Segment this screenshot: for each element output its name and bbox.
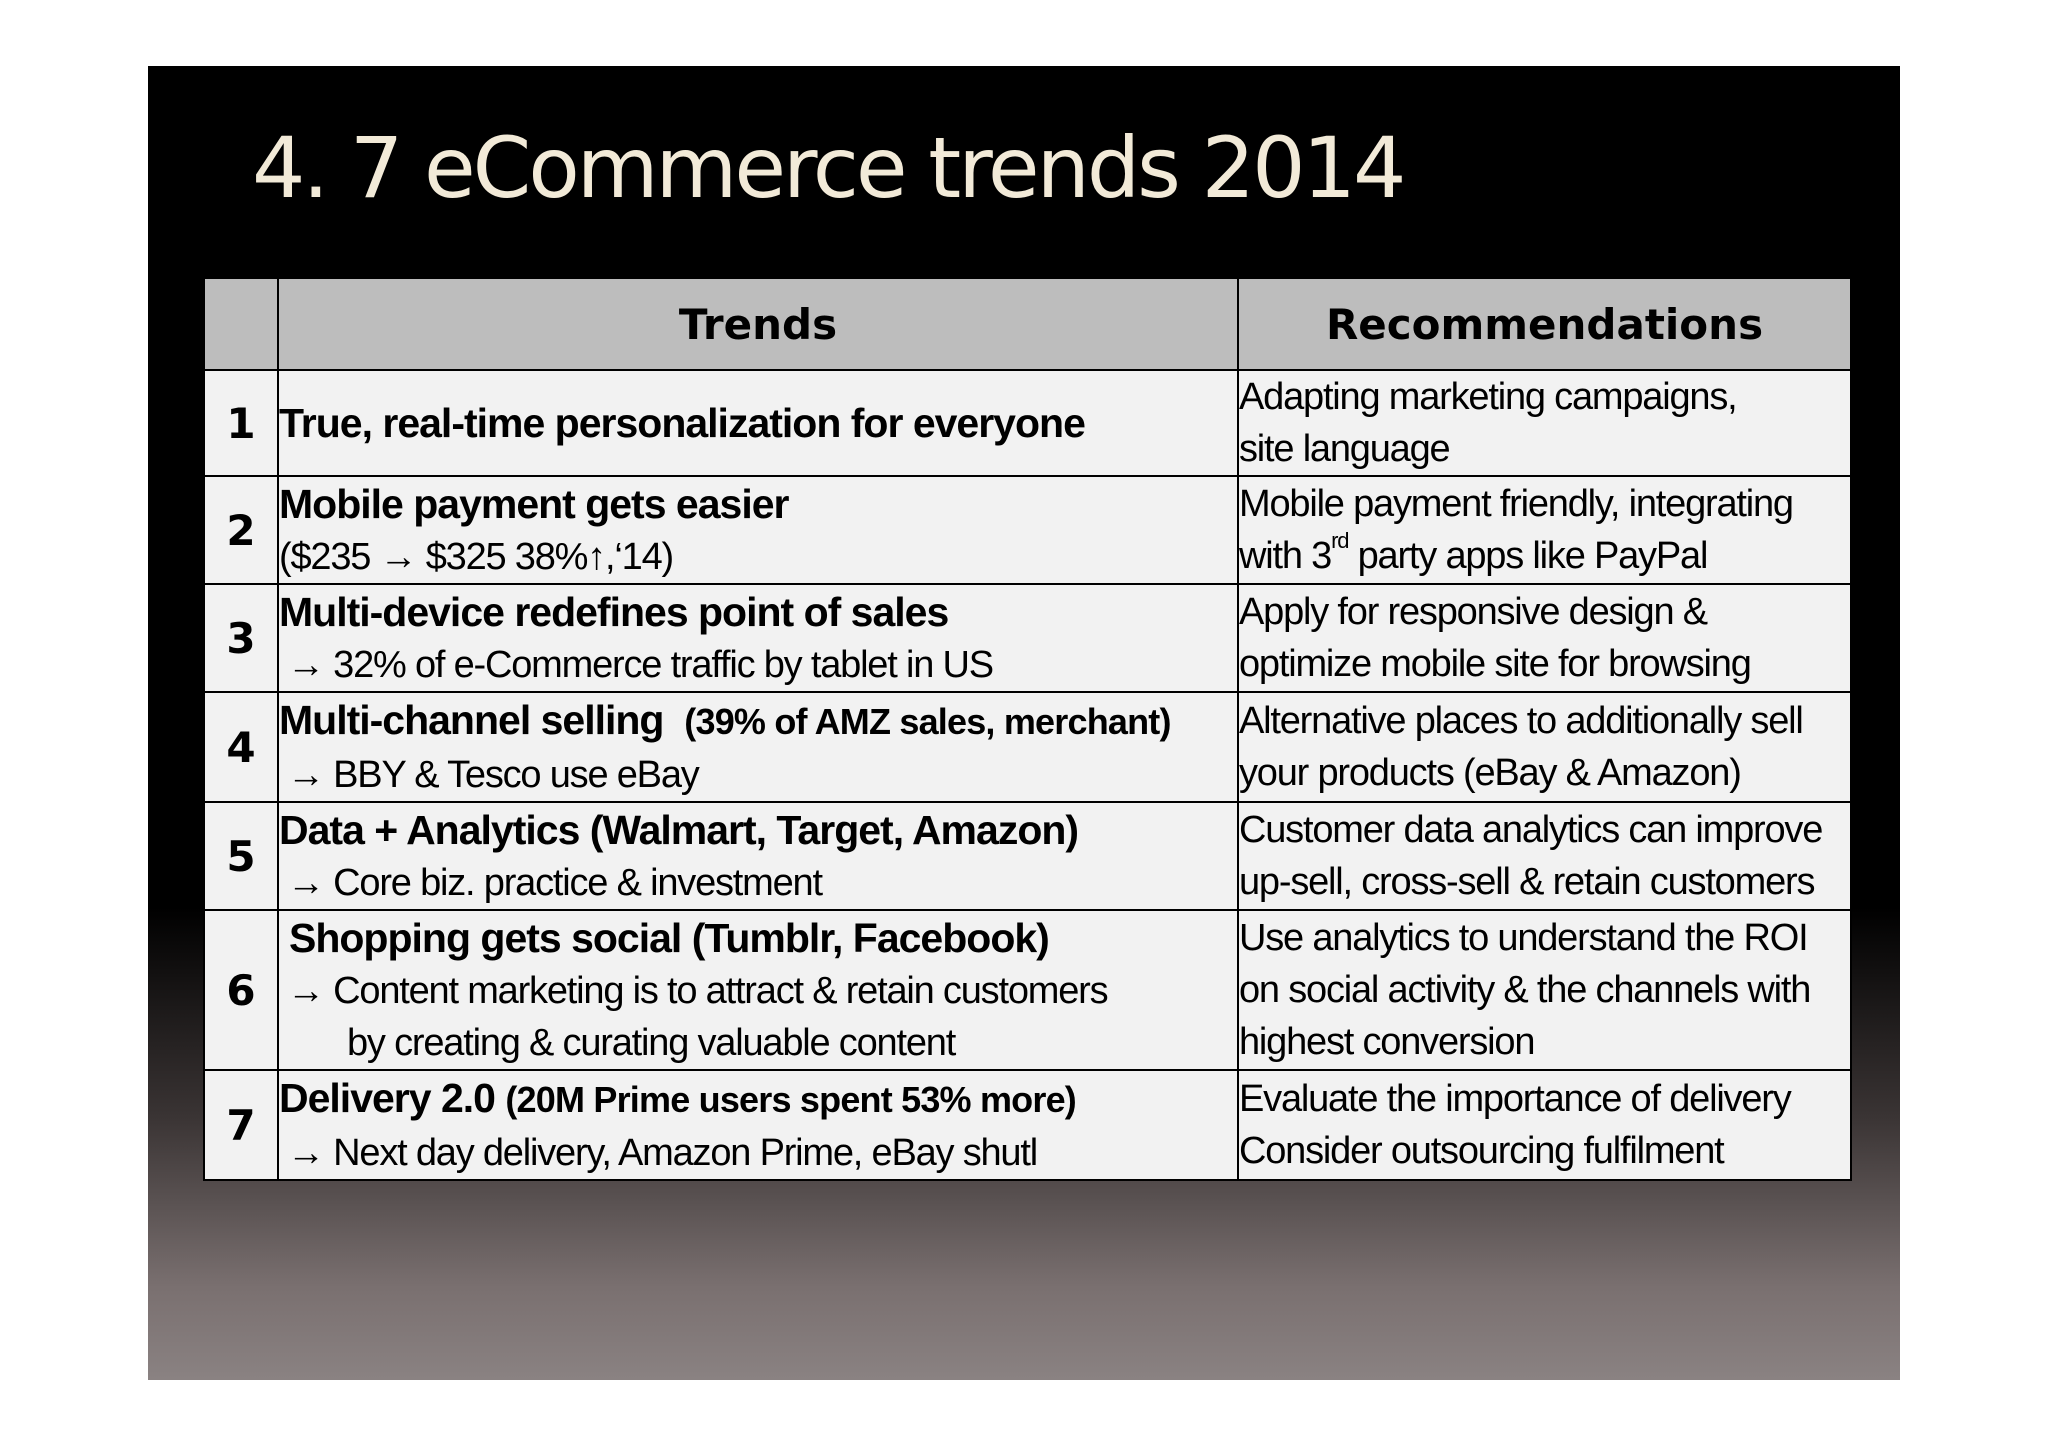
- table-row: 4 Multi-channel selling (39% of AMZ sale…: [203, 691, 1852, 803]
- trend-title-line: Multi-channel selling (39% of AMZ sales,…: [279, 694, 1236, 749]
- table-row: 1 True, real-time personalization for ev…: [203, 369, 1852, 477]
- table-row: 2 Mobile payment gets easier ($235 → $32…: [203, 475, 1852, 585]
- trend-title-line: Delivery 2.0 (20M Prime users spent 53% …: [279, 1072, 1236, 1127]
- row-number: 3: [203, 583, 279, 693]
- trend-title: Delivery 2.0: [279, 1075, 496, 1121]
- recommendation-cell: Customer data analytics can improve up-s…: [1237, 801, 1852, 911]
- recommendation-line: Alternative places to additionally sell: [1239, 700, 1804, 742]
- row-number: 7: [203, 1069, 279, 1181]
- table-row: 5 Data + Analytics (Walmart, Target, Ama…: [203, 801, 1852, 911]
- recommendation-line: Customer data analytics can improve: [1239, 809, 1823, 851]
- trend-cell: Multi-channel selling (39% of AMZ sales,…: [277, 691, 1239, 803]
- trend-detail: → Core biz. practice & investment: [287, 862, 823, 904]
- trend-title: Mobile payment gets easier: [279, 481, 789, 527]
- recommendation-cell: Apply for responsive design & optimize m…: [1237, 583, 1852, 693]
- trend-cell: Mobile payment gets easier ($235 → $325 …: [277, 475, 1239, 585]
- row-number: 1: [203, 369, 279, 477]
- row-number: 2: [203, 475, 279, 585]
- trend-note: (20M Prime users spent 53% more): [505, 1079, 1076, 1120]
- slide-title: 4. 7 eCommerce trends 2014: [252, 119, 1406, 217]
- recommendation-line: Adapting marketing campaigns,: [1239, 376, 1738, 418]
- trend-detail-continued: by creating & curating valuable content: [347, 1022, 956, 1064]
- trends-table: Trends Recommendations 1 True, real-time…: [203, 277, 1852, 1181]
- table-row: 7 Delivery 2.0 (20M Prime users spent 53…: [203, 1069, 1852, 1181]
- trend-detail: → Content marketing is to attract & reta…: [287, 970, 1109, 1012]
- recommendation-line: Use analytics to understand the ROI: [1239, 917, 1809, 959]
- header-number: [203, 277, 279, 371]
- recommendation-line: highest conversion: [1239, 1021, 1535, 1063]
- trend-cell: True, real-time personalization for ever…: [277, 369, 1239, 477]
- ordinal-superscript: rd: [1331, 528, 1349, 553]
- recommendation-cell: Evaluate the importance of delivery Cons…: [1237, 1069, 1852, 1181]
- recommendation-cell: Alternative places to additionally sell …: [1237, 691, 1852, 803]
- recommendation-line: with 3rd party apps like PayPal: [1239, 528, 1849, 582]
- trend-title: Data + Analytics (Walmart, Target, Amazo…: [279, 807, 1079, 853]
- recommendation-line: optimize mobile site for browsing: [1239, 643, 1752, 685]
- trend-detail: → BBY & Tesco use eBay: [287, 754, 700, 796]
- recommendation-line: site language: [1239, 428, 1451, 470]
- trend-title: Multi-device redefines point of sales: [279, 589, 949, 635]
- trend-cell: Multi-device redefines point of sales → …: [277, 583, 1239, 693]
- trend-detail: ($235 → $325 38%↑,‘14): [279, 536, 674, 578]
- table-row: 6 Shopping gets social (Tumblr, Facebook…: [203, 909, 1852, 1071]
- recommendation-cell: Mobile payment friendly, integrating wit…: [1237, 475, 1852, 585]
- recommendation-cell: Adapting marketing campaigns, site langu…: [1237, 369, 1852, 477]
- trend-cell: Shopping gets social (Tumblr, Facebook) …: [277, 909, 1239, 1071]
- recommendation-line: Mobile payment friendly, integrating: [1239, 483, 1794, 525]
- recommendation-line: Apply for responsive design &: [1239, 591, 1708, 633]
- recommendation-line: Consider outsourcing fulfilment: [1239, 1130, 1725, 1172]
- table-header-row: Trends Recommendations: [203, 277, 1852, 371]
- trend-detail: → 32% of e-Commerce traffic by tablet in…: [287, 644, 994, 686]
- trend-cell: Delivery 2.0 (20M Prime users spent 53% …: [277, 1069, 1239, 1181]
- recommendation-text: party apps like PayPal: [1348, 535, 1709, 577]
- row-number: 4: [203, 691, 279, 803]
- table-row: 3 Multi-device redefines point of sales …: [203, 583, 1852, 693]
- row-number: 6: [203, 909, 279, 1071]
- header-recommendations: Recommendations: [1237, 277, 1852, 371]
- recommendation-line: Evaluate the importance of delivery: [1239, 1078, 1792, 1120]
- recommendation-text: with 3: [1239, 535, 1332, 577]
- header-trends: Trends: [277, 277, 1239, 371]
- slide: 4. 7 eCommerce trends 2014 Trends Recomm…: [148, 66, 1900, 1380]
- trend-cell: Data + Analytics (Walmart, Target, Amazo…: [277, 801, 1239, 911]
- trend-title: Shopping gets social (Tumblr, Facebook): [289, 915, 1050, 961]
- recommendation-cell: Use analytics to understand the ROI on s…: [1237, 909, 1852, 1071]
- trend-detail: → Next day delivery, Amazon Prime, eBay …: [287, 1132, 1038, 1174]
- recommendation-line: on social activity & the channels with: [1239, 969, 1811, 1011]
- trend-note: (39% of AMZ sales, merchant): [684, 701, 1171, 742]
- recommendation-line: your products (eBay & Amazon): [1239, 752, 1742, 794]
- recommendation-line: up-sell, cross-sell & retain customers: [1239, 861, 1815, 903]
- trend-title: Multi-channel selling: [279, 697, 664, 743]
- row-number: 5: [203, 801, 279, 911]
- trend-title: True, real-time personalization for ever…: [279, 400, 1086, 446]
